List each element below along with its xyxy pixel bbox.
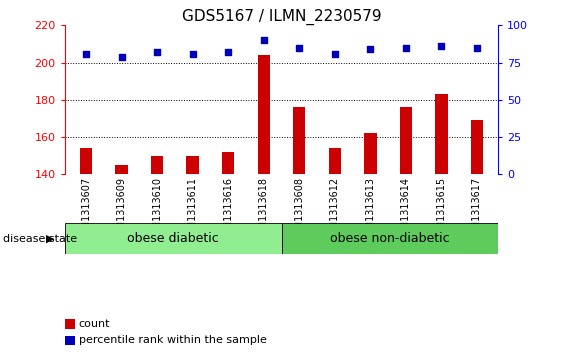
Text: disease state: disease state: [3, 234, 77, 244]
Point: [330, 51, 339, 57]
FancyBboxPatch shape: [65, 223, 282, 254]
Point: [295, 45, 304, 50]
Bar: [329, 148, 341, 174]
Text: GSM1313610: GSM1313610: [152, 177, 162, 242]
Text: GSM1313616: GSM1313616: [223, 177, 233, 242]
Text: percentile rank within the sample: percentile rank within the sample: [79, 335, 267, 345]
FancyBboxPatch shape: [282, 223, 498, 254]
Text: GSM1313614: GSM1313614: [401, 177, 411, 242]
Bar: [222, 152, 234, 174]
Point: [437, 43, 446, 49]
Text: ▶: ▶: [46, 234, 55, 244]
Point: [188, 51, 197, 57]
Bar: [435, 94, 448, 174]
Bar: [471, 120, 483, 174]
Text: obese diabetic: obese diabetic: [127, 232, 219, 245]
Point: [117, 54, 126, 60]
Bar: [186, 156, 199, 174]
Text: obese non-diabetic: obese non-diabetic: [330, 232, 450, 245]
Text: GDS5167 / ILMN_2230579: GDS5167 / ILMN_2230579: [182, 9, 381, 25]
Point: [82, 51, 91, 57]
Text: GSM1313612: GSM1313612: [330, 177, 340, 242]
Point: [366, 46, 375, 52]
Point: [401, 45, 410, 50]
Point: [224, 49, 233, 55]
Text: GSM1313608: GSM1313608: [294, 177, 304, 242]
Text: GSM1313617: GSM1313617: [472, 177, 482, 242]
Bar: [364, 133, 377, 174]
Bar: [151, 156, 163, 174]
Point: [153, 49, 162, 55]
Bar: [257, 55, 270, 174]
Bar: [115, 165, 128, 174]
Bar: [80, 148, 92, 174]
Text: GSM1313607: GSM1313607: [81, 177, 91, 242]
Bar: [400, 107, 412, 174]
Text: GSM1313615: GSM1313615: [436, 177, 446, 242]
Bar: [293, 107, 306, 174]
Text: GSM1313611: GSM1313611: [187, 177, 198, 242]
Text: GSM1313609: GSM1313609: [117, 177, 127, 242]
Text: GSM1313613: GSM1313613: [365, 177, 376, 242]
Point: [472, 45, 481, 50]
Point: [259, 37, 268, 43]
Text: GSM1313618: GSM1313618: [259, 177, 269, 242]
Text: count: count: [79, 319, 110, 329]
